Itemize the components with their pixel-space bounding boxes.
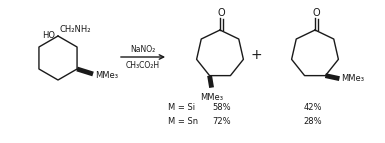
Text: HO: HO xyxy=(42,31,55,40)
Text: M = Si: M = Si xyxy=(168,104,195,113)
Text: MMe₃: MMe₃ xyxy=(95,70,118,80)
Text: CH₃CO₂H: CH₃CO₂H xyxy=(126,60,160,69)
Text: MMe₃: MMe₃ xyxy=(200,93,223,102)
Text: 72%: 72% xyxy=(213,118,231,127)
Text: O: O xyxy=(217,8,225,18)
Text: M = Sn: M = Sn xyxy=(168,118,198,127)
Text: 28%: 28% xyxy=(304,118,322,127)
Text: CH₂NH₂: CH₂NH₂ xyxy=(60,24,92,33)
Text: MMe₃: MMe₃ xyxy=(341,74,365,83)
Text: 58%: 58% xyxy=(213,104,231,113)
Text: +: + xyxy=(250,48,262,62)
Text: O: O xyxy=(312,8,320,18)
Text: NaNO₂: NaNO₂ xyxy=(131,44,156,53)
Text: 42%: 42% xyxy=(304,104,322,113)
